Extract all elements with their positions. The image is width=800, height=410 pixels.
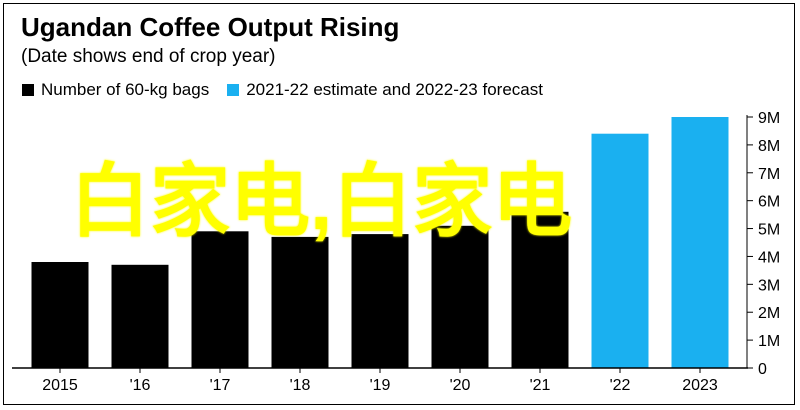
x-tick-label-6: '21 [530,377,551,394]
bar-0 [31,262,89,368]
x-tick-label-1: '16 [130,377,151,394]
x-tick-label-8: 2023 [682,377,718,394]
bar-2 [191,231,249,368]
y-tick-label-7: 7M [758,166,780,183]
legend-item-forecast: 2021-22 estimate and 2022-23 forecast [227,80,543,100]
x-tick-label-5: '20 [450,377,471,394]
y-tick-label-2: 2M [758,305,780,322]
watermark-text: 白家电,白家电 [70,157,573,246]
x-tick-label-4: '19 [370,377,391,394]
chart-legend: Number of 60-kg bags 2021-22 estimate an… [22,80,561,100]
x-tick-label-7: '22 [610,377,631,394]
x-tick-label-3: '18 [290,377,311,394]
x-tick-label-0: 2015 [42,377,78,394]
y-tick-label-6: 6M [758,194,780,211]
x-tick-label-2: '17 [210,377,231,394]
legend-swatch-forecast [227,84,240,96]
legend-item-bags: Number of 60-kg bags [22,80,209,100]
y-tick-label-0: 0 [758,361,767,378]
bar-1 [111,264,169,368]
bar-7 [591,133,649,368]
chart-title: Ugandan Coffee Output Rising [21,12,400,42]
bar-6 [511,211,569,368]
bar-5 [431,225,489,368]
y-tick-label-5: 5M [758,222,780,239]
y-tick-label-3: 3M [758,277,780,294]
y-tick-label-1: 1M [758,333,780,350]
y-tick-label-9: 9M [758,110,780,127]
bar-4 [351,234,409,368]
chart-frame [3,3,795,405]
legend-swatch-bags [22,84,34,96]
legend-label-bags: Number of 60-kg bags [41,80,210,99]
y-tick-label-4: 4M [758,249,780,266]
legend-label-forecast: 2021-22 estimate and 2022-23 forecast [246,80,543,99]
bar-3 [271,236,329,368]
bar-8 [671,117,729,368]
chart-subtitle: (Date shows end of crop year) [21,46,276,67]
y-tick-label-8: 8M [758,138,780,155]
